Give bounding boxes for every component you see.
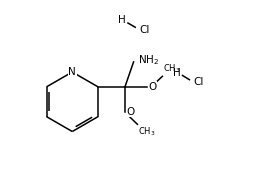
- Text: O: O: [149, 82, 157, 92]
- Text: H: H: [173, 68, 181, 78]
- Text: N: N: [68, 67, 76, 77]
- Text: CH$_3$: CH$_3$: [163, 63, 181, 75]
- Text: CH$_3$: CH$_3$: [138, 125, 156, 138]
- Text: O: O: [127, 107, 135, 117]
- Text: H: H: [118, 15, 126, 25]
- Text: Cl: Cl: [139, 25, 150, 35]
- Text: NH$_2$: NH$_2$: [138, 53, 160, 67]
- Text: Cl: Cl: [193, 77, 204, 87]
